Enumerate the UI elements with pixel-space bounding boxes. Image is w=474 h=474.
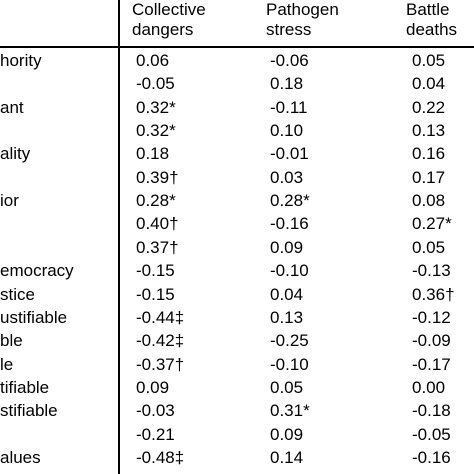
table-cell: 0.18 — [270, 74, 304, 93]
row-label: le — [0, 355, 14, 374]
row-label: stifiable — [0, 401, 58, 420]
table-cell: -0.48‡ — [136, 448, 185, 467]
table-cell: -0.03 — [136, 401, 175, 420]
header-battle-deaths: Battle deaths — [406, 0, 458, 39]
row-label: ior — [0, 191, 19, 210]
table-cell: 0.04 — [270, 285, 304, 304]
table-cell: -0.37† — [136, 355, 185, 374]
row-label: ality — [0, 144, 31, 163]
table-cell: -0.25 — [270, 331, 309, 350]
table-cell: -0.10 — [270, 355, 309, 374]
table-cell: 0.37† — [136, 238, 179, 257]
row-label: ustifiable — [0, 308, 68, 327]
table-cell: -0.44‡ — [136, 308, 185, 327]
header-pathogen-stress: Pathogen stress — [266, 0, 339, 39]
table-cell: 0.22 — [412, 98, 446, 117]
table-cell: -0.16 — [412, 448, 451, 467]
table-cell: 0.09 — [270, 238, 304, 257]
table-cell: 0.13 — [270, 308, 304, 327]
table-cell: -0.15 — [136, 285, 175, 304]
table-cell: 0.40† — [136, 214, 179, 233]
table-cell: 0.31* — [270, 401, 310, 420]
table-cell: -0.06 — [270, 51, 309, 70]
table-cell: -0.10 — [270, 261, 309, 280]
table-cell: 0.03 — [270, 168, 304, 187]
table-cell: 0.28* — [136, 191, 176, 210]
table-cell: -0.11 — [270, 98, 308, 117]
table-cell: -0.21 — [136, 425, 175, 444]
row-label: hority — [0, 51, 42, 70]
table-cell: -0.05 — [136, 74, 175, 93]
table-cell: -0.09 — [412, 331, 451, 350]
table-cell: -0.05 — [412, 425, 451, 444]
table-cell: 0.05 — [412, 238, 446, 257]
table-cell: -0.17 — [412, 355, 451, 374]
table-cell: 0.00 — [412, 378, 446, 397]
table-cell: 0.09 — [270, 425, 304, 444]
table-cell: 0.36† — [412, 285, 455, 304]
table-cell: 0.18 — [136, 144, 170, 163]
table-cell: -0.18 — [412, 401, 451, 420]
table-cell: -0.12 — [412, 308, 451, 327]
table-cell: -0.15 — [136, 261, 175, 280]
row-label: emocracy — [0, 261, 74, 280]
table-cell: 0.10 — [270, 121, 304, 140]
table-cell: 0.16 — [412, 144, 446, 163]
table-cell: -0.13 — [412, 261, 451, 280]
row-label: stice — [0, 285, 35, 304]
table-cell: 0.13 — [412, 121, 446, 140]
row-label: ant — [0, 98, 24, 117]
table-cell: 0.14 — [270, 448, 304, 467]
table-cell: 0.09 — [136, 378, 170, 397]
table-cell: 0.05 — [270, 378, 304, 397]
table-left-rule — [118, 0, 120, 474]
table-cell: 0.39† — [136, 168, 179, 187]
header-collective-dangers: Collective dangers — [132, 0, 206, 39]
header-rule — [0, 46, 474, 48]
table-cell: 0.06 — [136, 51, 170, 70]
table-cell: 0.08 — [412, 191, 446, 210]
table-cell: -0.42‡ — [136, 331, 185, 350]
table-cell: -0.01 — [270, 144, 309, 163]
row-label: ble — [0, 331, 23, 350]
table-cell: 0.05 — [412, 51, 446, 70]
table-cell: 0.04 — [412, 74, 446, 93]
table-cell: 0.28* — [270, 191, 310, 210]
table-cell: 0.27* — [412, 214, 452, 233]
table-cell: 0.32* — [136, 98, 176, 117]
row-label: alues — [0, 448, 41, 467]
table-cell: -0.16 — [270, 214, 309, 233]
table-cell: 0.17 — [412, 168, 446, 187]
table-cell: 0.32* — [136, 121, 176, 140]
row-label: tifiable — [0, 378, 50, 397]
